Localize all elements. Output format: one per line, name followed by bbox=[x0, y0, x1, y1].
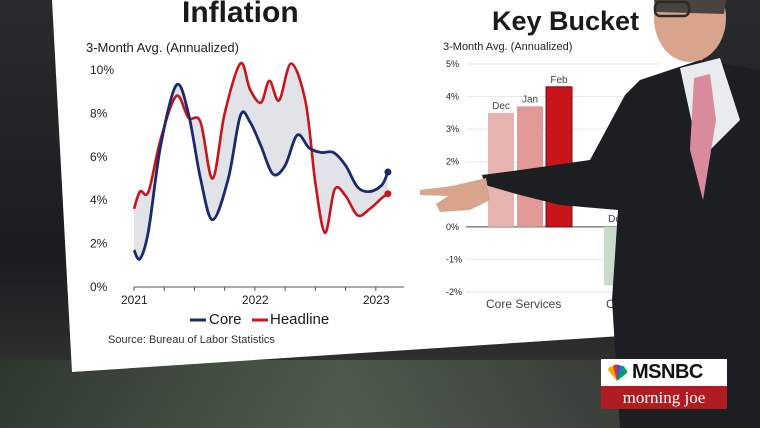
series-gap-fill bbox=[134, 63, 388, 260]
key-buckets-title: Key Bucket bbox=[492, 6, 639, 36]
y-tick-label: 4% bbox=[90, 193, 108, 207]
headline-end-point bbox=[384, 190, 392, 198]
logo-top-bar: MSNBC bbox=[601, 359, 727, 386]
headline-series-line bbox=[132, 61, 389, 235]
bar-y-tick-label: -2% bbox=[446, 287, 462, 297]
inflation-lines bbox=[132, 61, 392, 261]
bar-jan bbox=[517, 106, 543, 227]
y-tick-label: 0% bbox=[90, 280, 108, 294]
inflation-axes: 0% 2% 4% 6% 8% 10% 2021 2022 2023 bbox=[90, 63, 404, 307]
bar-month-label: Dec bbox=[608, 214, 626, 225]
legend-headline-label: Headline bbox=[270, 311, 329, 328]
bar-month-label: Dec bbox=[492, 101, 510, 112]
inflation-gap-area bbox=[134, 63, 388, 260]
bar-dec bbox=[488, 112, 514, 227]
inflation-chart-title: Inflation bbox=[182, 0, 299, 29]
bar-y-tick-label: 5% bbox=[446, 59, 459, 69]
group-label-second: C bbox=[606, 297, 615, 311]
bar-feb bbox=[545, 86, 573, 228]
bar-y-tick-label: 1% bbox=[446, 189, 459, 199]
bar-y-tick-label: -1% bbox=[446, 254, 462, 264]
y-tick-label: 2% bbox=[90, 237, 108, 251]
network-name: MSNBC bbox=[632, 361, 703, 383]
x-tick-label: 2021 bbox=[121, 293, 148, 307]
peacock-icon bbox=[608, 364, 628, 381]
bar-month-label: Feb bbox=[550, 75, 568, 86]
core-end-point bbox=[384, 168, 392, 176]
source-note: Source: Bureau of Labor Statistics bbox=[108, 334, 275, 346]
x-tick-label: 2023 bbox=[363, 293, 390, 307]
x-tick-label: 2022 bbox=[242, 293, 269, 307]
bar-y-tick-label: 4% bbox=[446, 92, 459, 102]
y-tick-label: 6% bbox=[90, 150, 108, 164]
inflation-chart-subtitle: 3-Month Avg. (Annualized) bbox=[86, 40, 239, 55]
group-label-core-services: Core Services bbox=[486, 297, 561, 311]
key-buckets-subtitle: 3-Month Avg. (Annualized) bbox=[443, 41, 572, 53]
bar-dec bbox=[604, 226, 630, 286]
y-tick-label: 8% bbox=[90, 106, 108, 120]
y-tick-label: 10% bbox=[90, 63, 114, 77]
bar-month-label: Jan bbox=[522, 94, 538, 105]
bar-y-tick-label: 0% bbox=[446, 222, 459, 232]
show-name: morning joe bbox=[601, 386, 727, 409]
network-logo: MSNBC morning joe bbox=[601, 359, 727, 409]
bar-y-tick-label: 3% bbox=[446, 124, 459, 134]
bar-y-tick-label: 2% bbox=[446, 157, 459, 167]
legend-core-label: Core bbox=[209, 311, 242, 328]
core-series-line bbox=[132, 82, 390, 261]
